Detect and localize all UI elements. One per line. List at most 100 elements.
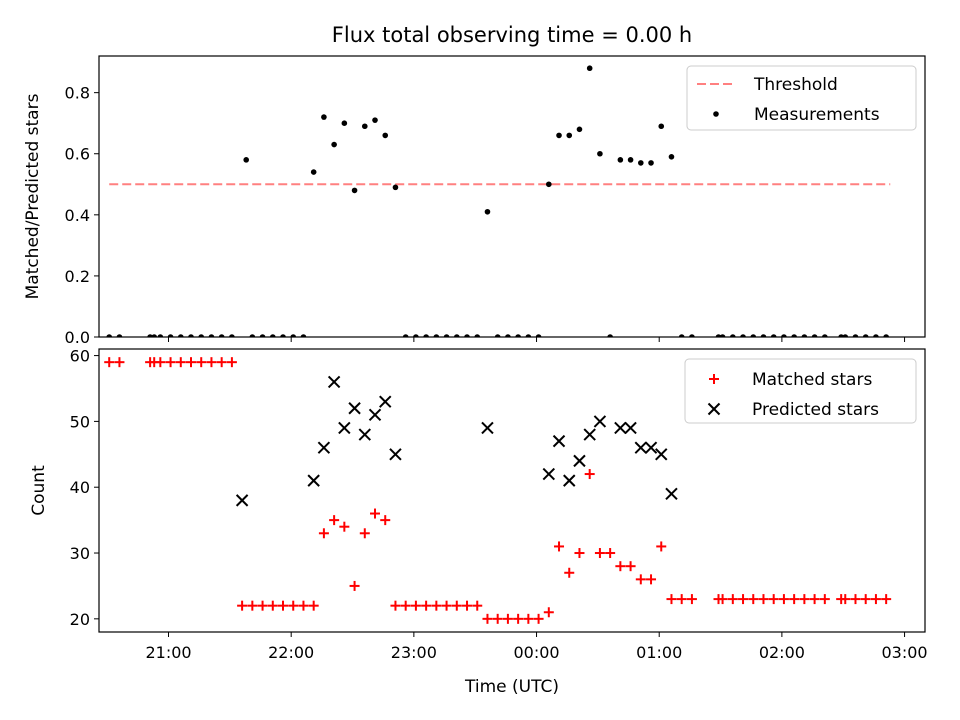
legend: Matched stars Predicted stars [684,358,917,424]
matched-stars-point [615,561,626,572]
y-tick-label: 0.4 [65,206,90,225]
matched-stars-point [308,600,319,611]
measurement-point [392,184,399,191]
predicted-stars-point [348,402,361,415]
y-axis-label: Count [29,465,49,516]
predicted-stars-point-b [583,428,596,441]
matched-stars-point [881,594,892,605]
matched-stars-point [318,528,329,539]
matched-stars-point [226,357,237,368]
predicted-stars-point [573,454,586,468]
measurement-point [351,187,358,194]
legend-measurements-label: Measurements [754,105,880,125]
measurement-point [167,334,174,337]
matched-stars-point [155,357,166,368]
measurement-point [494,334,501,337]
legend-threshold-label: Threshold [753,75,838,95]
legend: Threshold Measurements [686,65,917,131]
matched-stars-point [278,600,289,611]
matched-stars-point [441,600,452,611]
legend-measurements-swatch [713,111,719,117]
measurement-point [852,334,859,337]
predicted-stars-point [563,474,576,487]
matched-stars-point [247,600,258,611]
matched-stars-point [492,613,503,624]
measurement-point [433,334,440,337]
measurement-point [151,334,158,337]
measurement-point [505,334,511,337]
matched-stars-point [574,548,585,559]
measurement-point [576,126,583,133]
measurement-point [678,334,685,337]
measurement-point [658,123,665,130]
matched-stars-point [666,594,677,605]
matched-stars-point [196,357,207,368]
predicted-stars-point [624,421,637,435]
measurement-point [811,334,818,337]
measurement-point [607,334,613,337]
predicted-stars-point [665,487,678,500]
measurement-point [515,334,521,337]
x-tick-label: 22:00 [268,643,314,662]
measurement-point [556,132,562,139]
measurement-point [443,334,450,337]
legend-box [686,65,917,131]
matched-stars-point [717,594,728,605]
predicted-stars-point [338,421,351,435]
matched-stars-point [339,521,350,532]
predicted-stars-point-b [563,474,576,487]
measurement-point [883,334,889,337]
matched-stars-point [104,357,115,368]
measurement-point [648,160,654,166]
predicted-stars-point [358,428,371,441]
measurement-point [627,157,634,163]
matched-stars-point [257,600,268,611]
predicted-stars-point-b [235,494,249,507]
matched-stars-point [165,357,176,368]
measurement-point [546,181,552,188]
matched-stars-point [513,613,524,624]
predicted-stars-point [614,421,627,435]
plot-data-area [104,357,892,624]
measurement-point [229,334,235,337]
matched-stars-point [359,528,370,539]
predicted-stars-point [317,441,331,454]
predicted-stars-point [634,441,648,454]
matched-stars-point [819,594,830,605]
matched-stars-point [462,600,473,611]
measurement-point [668,153,675,160]
axes-frame [98,55,926,338]
matched-stars-point [768,594,779,605]
legend-box [684,358,917,424]
predicted-stars-point-b [307,474,320,487]
matched-stars-point [738,594,749,605]
legend-predicted-swatch-b [707,402,721,416]
measurement-point [310,169,317,175]
measurement-point [413,334,419,337]
y-tick-label: 40 [70,478,90,497]
matched-stars-point [206,357,217,368]
matched-stars-point [584,469,595,480]
matched-stars-point [870,594,881,605]
matched-stars-point [850,594,861,605]
predicted-stars-point [552,434,566,448]
matched-stars-point [748,594,759,605]
matched-stars-point [267,600,278,611]
y-tick-label: 50 [70,412,90,431]
predicted-stars-point-b [327,375,341,389]
measurement-point [116,334,123,337]
measurement-point [259,334,266,337]
predicted-stars-point [655,448,668,461]
measurement-point [750,334,757,337]
matched-stars-point [564,567,575,578]
x-tick-label: 03:00 [881,643,927,662]
matched-stars-point [349,580,360,591]
matched-stars-point [410,600,421,611]
measurement-point [873,334,879,337]
y-tick-label: 0.2 [65,267,90,286]
measurement-point [760,334,767,337]
x-tick-label: 23:00 [391,643,437,662]
measurement-point [402,334,409,337]
measurement-point [198,334,205,337]
predicted-stars-point-b [624,421,637,435]
